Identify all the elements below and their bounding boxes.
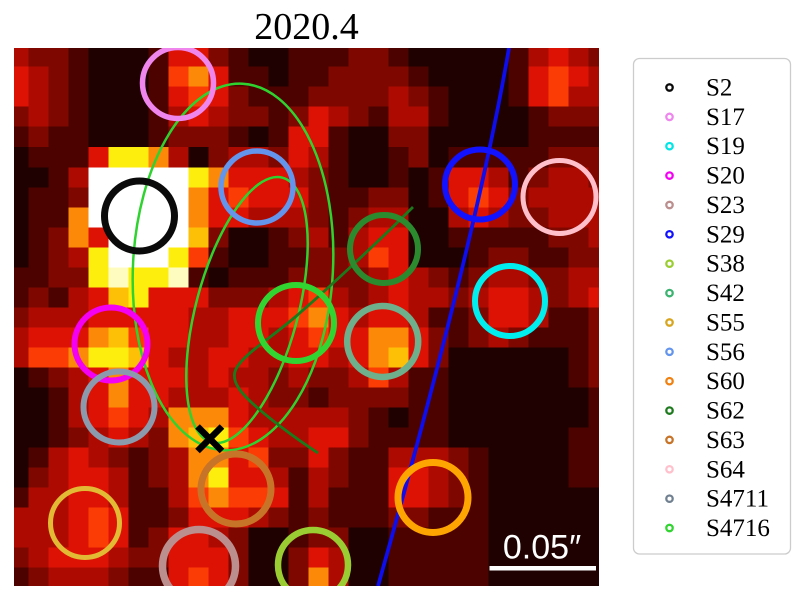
svg-text:S56: S56 <box>706 339 745 366</box>
svg-text:S23: S23 <box>706 192 745 219</box>
svg-text:S64: S64 <box>706 456 745 483</box>
svg-text:S29: S29 <box>706 221 745 248</box>
svg-text:S55: S55 <box>706 310 745 337</box>
svg-text:S17: S17 <box>706 104 745 131</box>
svg-text:S42: S42 <box>706 280 745 307</box>
svg-text:S60: S60 <box>706 368 745 395</box>
svg-text:2020.4: 2020.4 <box>254 6 359 48</box>
svg-text:S4716: S4716 <box>706 515 770 542</box>
svg-text:S19: S19 <box>706 133 745 160</box>
svg-text:S63: S63 <box>706 427 745 454</box>
svg-text:S2: S2 <box>706 75 732 102</box>
svg-text:S4711: S4711 <box>706 486 769 513</box>
svg-text:S62: S62 <box>706 398 745 425</box>
svg-text:S38: S38 <box>706 251 745 278</box>
svg-text:0.05″: 0.05″ <box>503 529 581 567</box>
svg-text:S20: S20 <box>706 163 745 190</box>
